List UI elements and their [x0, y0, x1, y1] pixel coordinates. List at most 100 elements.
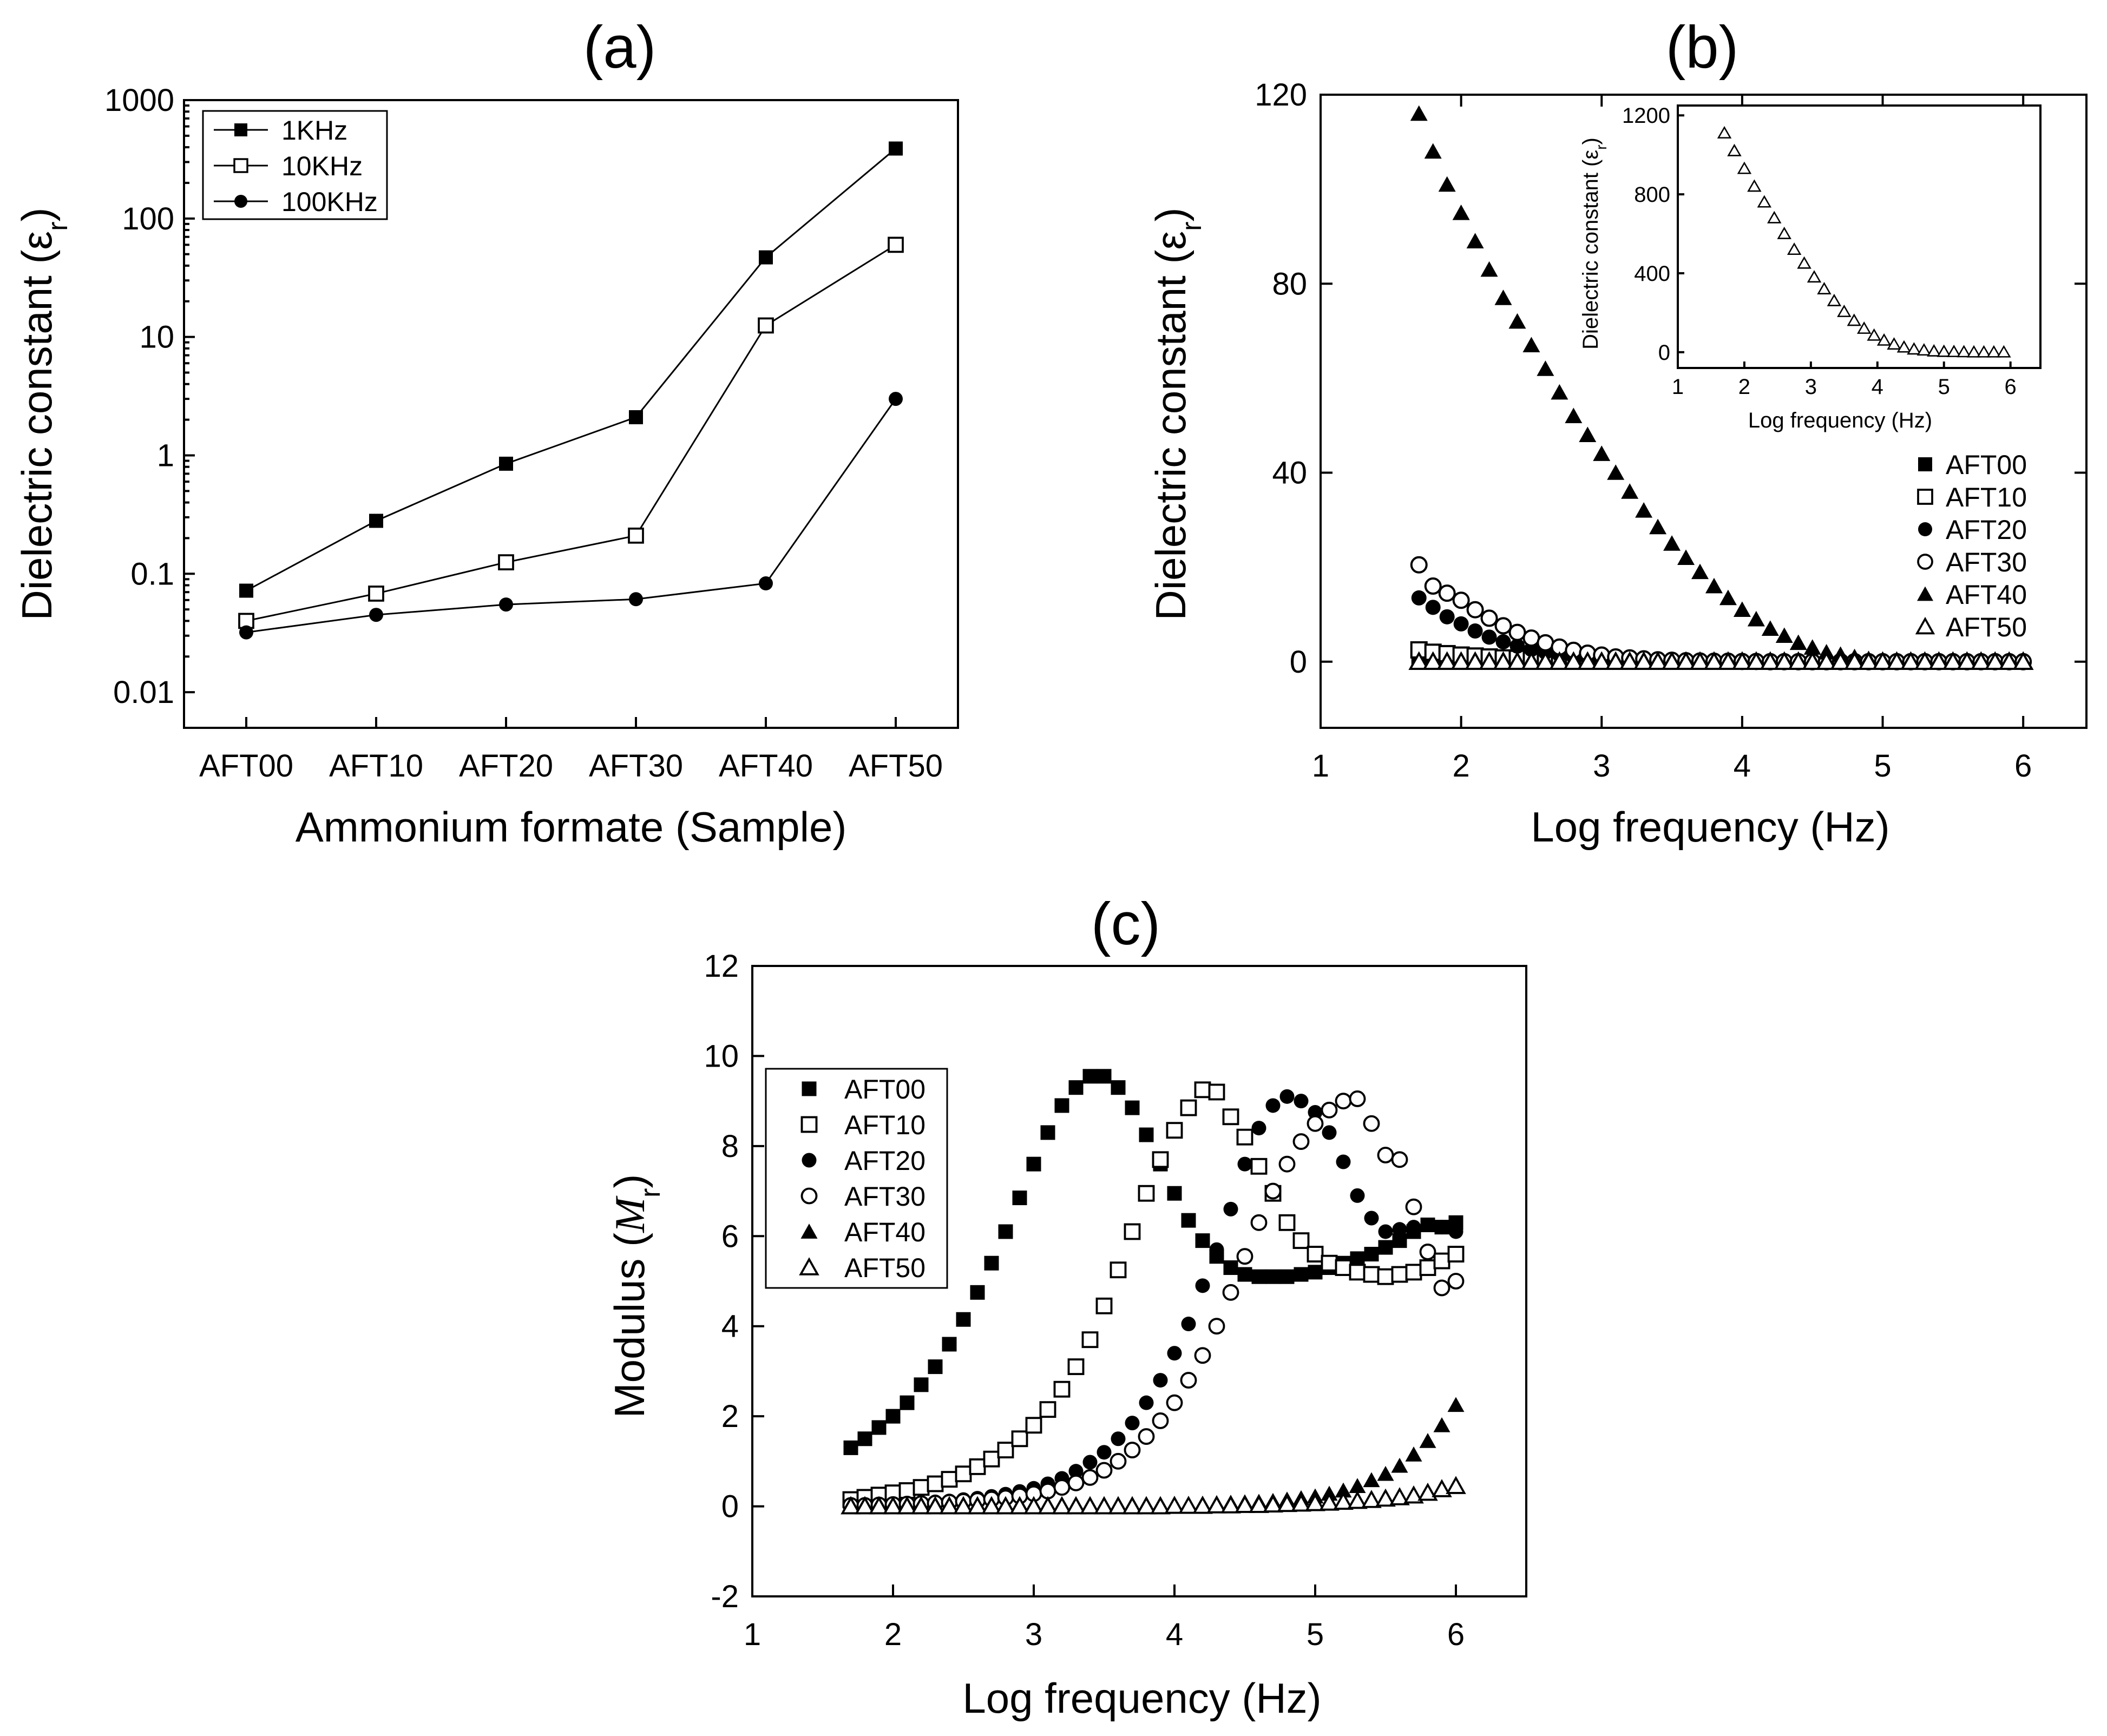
panel-c-point: [927, 1475, 944, 1492]
panel-a-legend: 1KHz 10KHz 100KHz: [202, 110, 388, 220]
panel-b-point: [1495, 634, 1511, 650]
panel-c-point: [1136, 1496, 1157, 1515]
panel-c-point: [1167, 1346, 1182, 1361]
panel-b-inset-point: [1937, 344, 1951, 357]
panel-a-point: [239, 583, 253, 598]
panel-b-y-axis-title-sub: r: [1176, 221, 1207, 231]
panel-b-point: [1635, 502, 1653, 518]
panel-c-point: [981, 1496, 1002, 1515]
panel-c-point: [1391, 1266, 1408, 1283]
panel-b-point: [1480, 609, 1498, 627]
panel-c-point: [1391, 1151, 1408, 1168]
panel-b-point: [1424, 577, 1442, 595]
panel-c-point: [1094, 1496, 1114, 1515]
panel-b-point: [1900, 651, 1921, 670]
panel-b-point: [1984, 651, 2006, 670]
panel-b-point: [1689, 651, 1711, 670]
panel-a-legend-marker: [234, 195, 247, 208]
panel-c-point: [1378, 1224, 1393, 1239]
panel-b-x-tick-label: 5: [1874, 748, 1891, 784]
panel-b-inset-y-axis-title: Dielectric constant (εr): [1579, 137, 1610, 350]
panel-c-point: [1433, 1279, 1450, 1297]
panel-c-point: [1321, 1254, 1338, 1272]
panel-c-point: [1349, 1264, 1366, 1281]
panel-a-series-line: [246, 244, 896, 622]
panel-c-point: [1278, 1155, 1296, 1173]
panel-a-y-tick-label: 0.01: [113, 675, 174, 710]
panel-c-point: [1333, 1491, 1354, 1510]
panel-c-point: [1319, 1492, 1340, 1511]
panel-b-point: [1439, 609, 1455, 624]
panel-b-point: [1551, 384, 1568, 400]
panel-b-point: [1719, 589, 1737, 606]
panel-b-point: [1493, 651, 1514, 670]
panel-a-legend-label: 100KHz: [281, 187, 378, 217]
panel-b-legend-marker: [1917, 489, 1933, 505]
panel-c-point: [1279, 1089, 1295, 1104]
panel-c-point: [1026, 1156, 1041, 1172]
panel-b-inset-point: [1977, 345, 1991, 358]
panel-c-point: [1447, 1397, 1465, 1412]
panel-b-inset-y-axis-title-main: Dielectric constant (ε: [1579, 150, 1603, 350]
panel-c-point: [1277, 1494, 1297, 1513]
panel-c-point: [1110, 1261, 1127, 1279]
panel-a-point: [889, 141, 903, 156]
panel-c-point: [1349, 1478, 1366, 1493]
panel-c-point: [1139, 1127, 1154, 1142]
panel-b-inset-point: [1847, 313, 1862, 326]
panel-c-legend-marker: [800, 1116, 818, 1133]
panel-c-y-tick-label: 0: [721, 1489, 739, 1524]
panel-c-point: [1066, 1496, 1086, 1515]
panel-b-point: [1661, 651, 1683, 670]
panel-c-x-tick-label: 3: [1025, 1617, 1042, 1652]
panel-b-inset-x-tick-label: 5: [1938, 375, 1950, 399]
panel-c-point: [1405, 1446, 1422, 1462]
panel-a-point: [888, 236, 904, 253]
panel-c-point: [1108, 1496, 1128, 1515]
panel-b-point: [1942, 651, 1964, 670]
panel-b-point: [1733, 601, 1751, 617]
panel-b-point: [1691, 563, 1709, 580]
panel-c-point: [1265, 1098, 1281, 1113]
panel-c-point: [1350, 1251, 1365, 1266]
panel-c-point: [1220, 1495, 1241, 1514]
panel-b-inset-x-tick-label: 1: [1672, 375, 1684, 399]
panel-a-y-tick-label: 1000: [104, 83, 174, 118]
panel-c-point: [1420, 1217, 1435, 1232]
panel-b-point: [1579, 426, 1597, 442]
panel-c-point: [1194, 1081, 1211, 1099]
panel-c-point: [1350, 1188, 1365, 1203]
panel-b-inset-x-tick-label: 2: [1738, 375, 1750, 399]
panel-c-point: [1263, 1494, 1283, 1513]
panel-c-point: [1308, 1265, 1323, 1280]
panel-c-point: [1363, 1266, 1380, 1283]
panel-b-point: [1803, 639, 1821, 655]
panel-b-legend-label: AFT10: [1946, 482, 2027, 512]
panel-a-y-axis-title-sub: r: [42, 221, 74, 231]
panel-b-legend-label: AFT40: [1946, 580, 2027, 610]
panel-c-point: [1195, 1278, 1210, 1293]
panel-c-legend-marker: [799, 1257, 819, 1275]
panel-b-point: [1425, 600, 1441, 615]
panel-c-point: [885, 1409, 901, 1424]
panel-c-point: [1432, 1479, 1452, 1497]
panel-b-inset-y-tick-label: 800: [1634, 183, 1670, 207]
panel-c-point: [1166, 1122, 1183, 1139]
panel-c-point: [841, 1496, 861, 1515]
panel-c-legend-label: AFT00: [844, 1074, 925, 1104]
panel-c-point: [1040, 1125, 1055, 1140]
panel-b-point: [1844, 651, 1866, 670]
panel-a-y-tick-label: 1: [157, 438, 174, 473]
panel-b-inset-y-tick-label: 400: [1634, 262, 1670, 286]
panel-c-point: [1378, 1240, 1393, 1255]
panel-a-point: [758, 317, 774, 334]
panel-b-inset-point: [1747, 179, 1762, 192]
panel-b-point: [1663, 535, 1681, 551]
panel-b-point: [1761, 620, 1779, 636]
panel-c-point: [1068, 1080, 1084, 1095]
panel-c-point: [1164, 1495, 1185, 1514]
panel-c-y-tick-label: -2: [711, 1579, 739, 1614]
panel-a-frame: [183, 99, 959, 729]
